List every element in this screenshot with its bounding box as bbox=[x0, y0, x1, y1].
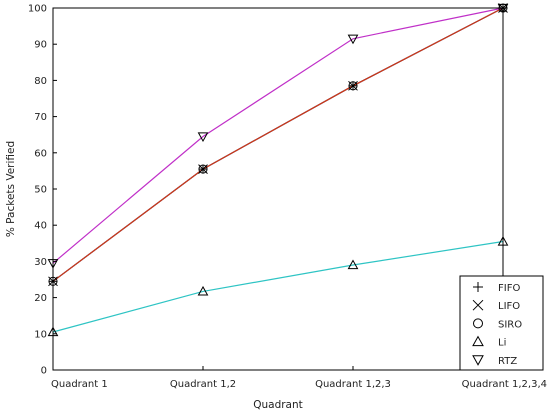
y-tick-label: 0 bbox=[41, 366, 47, 377]
legend-label-fifo: FIFO bbox=[498, 283, 520, 294]
series-line-rtz bbox=[52, 7, 504, 264]
y-axis-ticks: 0 10 20 30 40 50 60 70 80 90 100 bbox=[28, 4, 57, 377]
x-tick-label: Quadrant 1,2,3,4 bbox=[462, 379, 547, 390]
data-point-rtz bbox=[347, 34, 359, 45]
legend-marker-lifo bbox=[472, 299, 484, 311]
legend-marker-li bbox=[472, 335, 484, 347]
legend-label-lifo: LIFO bbox=[498, 301, 520, 312]
y-tick-label: 30 bbox=[34, 257, 47, 268]
data-point-li bbox=[347, 259, 359, 270]
y-axis-title: % Packets Verified bbox=[5, 141, 17, 237]
x-tick-label: Quadrant 1 bbox=[51, 379, 108, 390]
legend-marker-fifo bbox=[473, 282, 483, 292]
y-tick-label: 100 bbox=[28, 4, 47, 15]
plot-frame bbox=[52, 7, 504, 371]
legend-item-lifo: LIFO bbox=[472, 299, 520, 312]
series-markers bbox=[47, 3, 509, 337]
data-point-rtz bbox=[197, 132, 209, 143]
series-line-fifo bbox=[52, 7, 504, 282]
data-point-li bbox=[197, 285, 209, 296]
x-tick-label: Quadrant 1,2,3 bbox=[315, 379, 391, 390]
legend: FIFO LIFO SIRO Li RTZ bbox=[459, 275, 544, 371]
y-tick-label: 10 bbox=[34, 329, 47, 340]
x-axis-ticks: Quadrant 1 Quadrant 1,2 Quadrant 1,2,3 Quad… bbox=[51, 366, 547, 390]
legend-label-siro: SIRO bbox=[498, 319, 522, 330]
legend-item-rtz: RTZ bbox=[472, 355, 517, 367]
data-point-siro bbox=[348, 81, 358, 91]
legend-label-li: Li bbox=[498, 338, 506, 349]
x-tick-label: Quadrant 1,2 bbox=[170, 379, 236, 390]
series-line-lifo bbox=[52, 7, 504, 282]
y-tick-label: 70 bbox=[34, 112, 47, 123]
legend-label-rtz: RTZ bbox=[498, 356, 517, 367]
series-lines bbox=[52, 7, 504, 333]
legend-marker-rtz bbox=[472, 355, 484, 366]
series-line-li bbox=[52, 240, 504, 333]
y-tick-label: 60 bbox=[34, 148, 47, 159]
y-tick-label: 40 bbox=[34, 221, 47, 232]
legend-item-siro: SIRO bbox=[473, 318, 522, 330]
series-line-siro bbox=[52, 7, 504, 282]
y-tick-label: 20 bbox=[34, 293, 47, 304]
y-tick-label: 90 bbox=[34, 40, 47, 51]
x-axis-title: Quadrant bbox=[253, 399, 303, 411]
data-point-siro bbox=[198, 164, 208, 174]
legend-item-li: Li bbox=[472, 335, 506, 349]
y-tick-label: 50 bbox=[34, 185, 47, 196]
y-tick-label: 80 bbox=[34, 76, 47, 87]
legend-item-fifo: FIFO bbox=[473, 282, 520, 294]
legend-marker-siro bbox=[473, 318, 483, 329]
